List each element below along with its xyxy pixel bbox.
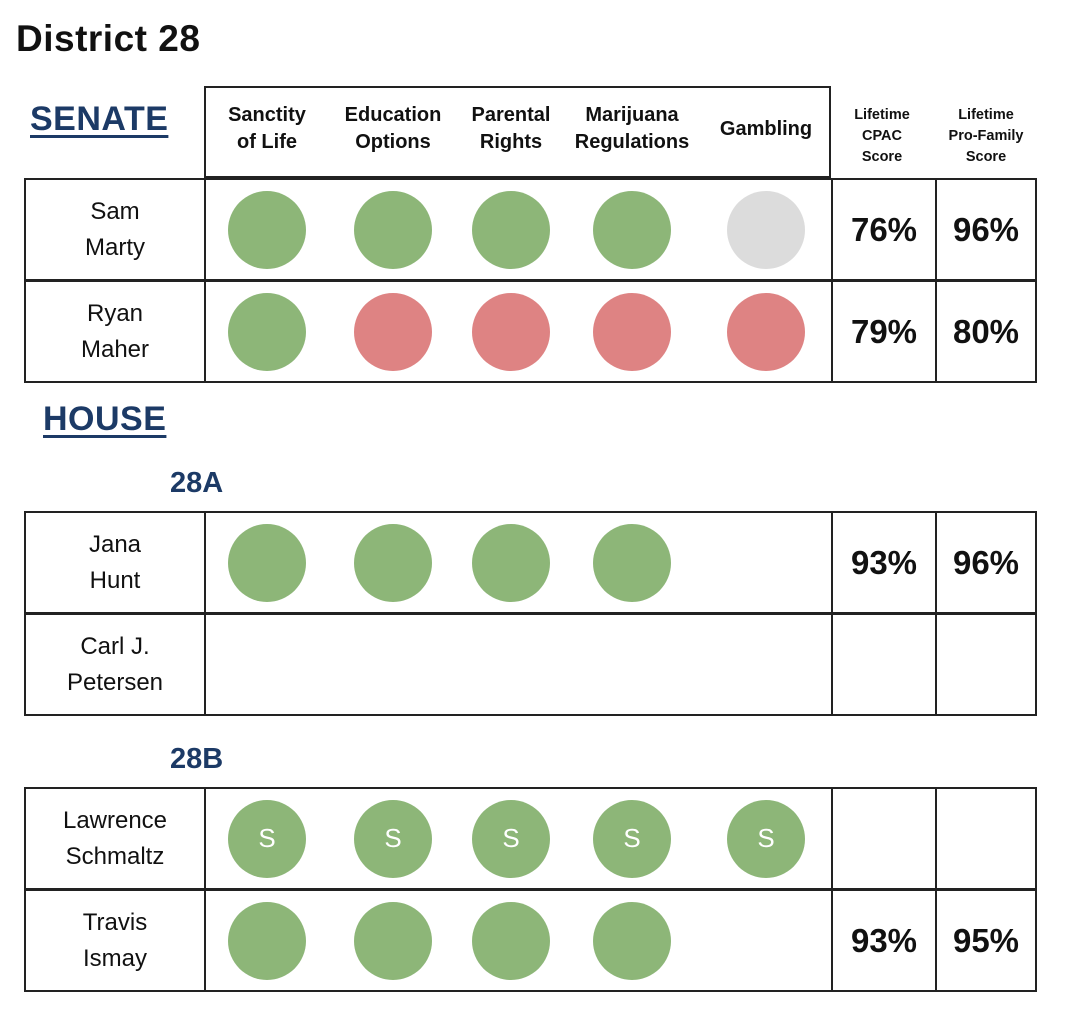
position-dot-green: S [228,799,306,878]
position-dot-label: S [757,823,775,853]
senate-heading: SENATE [30,100,169,138]
score-header-line: Score [965,149,1007,165]
score-header-line: CPAC [861,128,902,144]
position-dot-green [354,901,432,980]
issue-column-header-line: Sanctity [228,104,306,126]
score-header-line: Lifetime [854,107,910,123]
position-dot-green [228,901,306,980]
position-dot-green [228,292,306,371]
candidate-name-line: Petersen [66,668,164,696]
cpac-score-cell: 93% [831,511,937,614]
position-dot-label: S [502,823,520,853]
candidate-name-line: Ryan [86,299,144,327]
candidate-name-line: Hunt [89,566,141,594]
candidate-name-line: Sam [90,197,140,225]
position-dot-green: S [472,799,550,878]
pro-family-score-header: Lifetime Pro-Family Score [949,105,1024,168]
position-dot-red [472,292,550,371]
issue-column-header-line: Regulations [574,131,690,153]
position-dot-green [472,190,550,269]
candidate-name-cell: Jana Hunt [24,511,206,614]
score-header-line: Lifetime [958,107,1014,123]
position-dot-green: S [727,799,805,878]
pro-family-score-cell [935,613,1037,716]
pro-family-score-cell: 96% [935,511,1037,614]
candidate-name-line: Travis [82,908,148,936]
pro-family-score-cell [935,787,1037,890]
score-header-line: Score [861,149,903,165]
issue-column-header: Sanctity of Life [228,102,306,156]
issue-column-header-line: Rights [479,131,543,153]
issue-column-header: Parental Rights [472,102,551,156]
candidate-name-cell: Ryan Maher [24,280,206,383]
candidate-name-cell: Carl J. Petersen [24,613,206,716]
candidate-name-line: Lawrence [62,806,168,834]
pro-family-score-cell: 96% [935,178,1037,281]
candidate-name-line: Carl J. [80,632,150,660]
district-28b-label: 28B [170,743,224,775]
issue-column-header: Education Options [345,102,442,156]
issue-column-header-line: Gambling [719,118,813,140]
issue-column-header-line: Parental [471,104,551,126]
position-dot-red [593,292,671,371]
candidate-name-cell: Travis Ismay [24,889,206,992]
candidate-name-line: Marty [85,233,145,261]
cpac-score-cell: 93% [831,889,937,992]
candidate-name-line: Ismay [82,944,147,972]
issue-column-header-line: Options [355,131,431,153]
district-28a-label: 28A [170,467,224,499]
issue-column-header: Marijuana Regulations [575,102,689,156]
position-dot-green [354,190,432,269]
cpac-score-cell: 76% [831,178,937,281]
position-dot-label: S [623,823,641,853]
position-dot-green [593,523,671,602]
score-header-line: Pro-Family [948,128,1024,144]
position-dot-gray [727,190,805,269]
page-title: District 28 [16,18,201,59]
position-dot-green [593,901,671,980]
position-dot-red [354,292,432,371]
cpac-score-cell [831,613,937,716]
issue-column-header-line: of Life [237,131,297,153]
position-dot-green [228,190,306,269]
issue-column-header-line: Education [344,104,442,126]
position-dot-green [228,523,306,602]
candidate-name-line: Jana [88,530,142,558]
pro-family-score-cell: 80% [935,280,1037,383]
position-dot-label: S [258,823,276,853]
candidate-name-line: Schmaltz [65,842,165,870]
positions-cell [204,613,833,716]
cpac-score-cell: 79% [831,280,937,383]
candidate-name-cell: Lawrence Schmaltz [24,787,206,890]
candidate-name-cell: Sam Marty [24,178,206,281]
cpac-score-cell [831,787,937,890]
pro-family-score-cell: 95% [935,889,1037,992]
house-heading: HOUSE [43,400,167,438]
issue-column-header-line: Marijuana [585,104,679,126]
position-dot-green [472,901,550,980]
position-dot-green [354,523,432,602]
position-dot-green [472,523,550,602]
position-dot-green [593,190,671,269]
position-dot-green: S [593,799,671,878]
issue-header-box [204,86,831,178]
position-dot-green: S [354,799,432,878]
issue-column-header: Gambling [720,116,812,143]
position-dot-label: S [384,823,402,853]
position-dot-red [727,292,805,371]
cpac-score-header: Lifetime CPAC Score [854,105,910,168]
candidate-name-line: Maher [80,335,150,363]
